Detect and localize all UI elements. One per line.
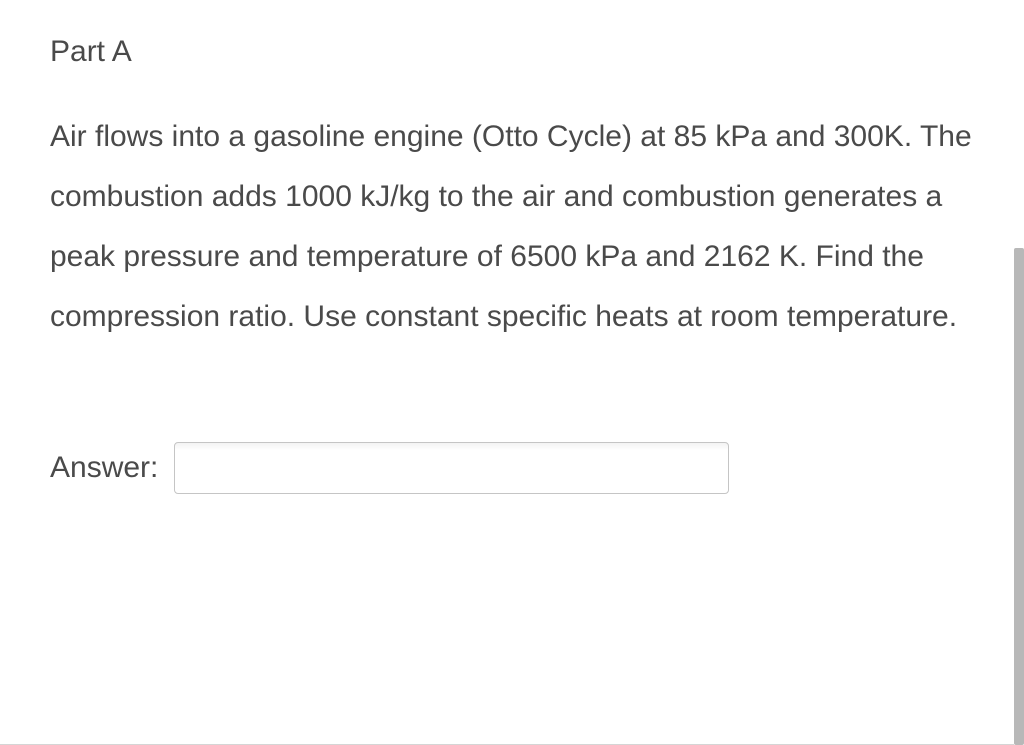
question-container: Part A Air flows into a gasoline engine … [0,0,1024,745]
answer-input[interactable] [174,442,729,494]
scrollbar-thumb[interactable] [1014,248,1024,745]
answer-row: Answer: [50,442,974,494]
answer-label: Answer: [50,451,158,485]
part-heading: Part A [50,35,974,69]
scrollbar-track[interactable] [1014,248,1024,745]
question-text: Air flows into a gasoline engine (Otto C… [50,107,974,347]
